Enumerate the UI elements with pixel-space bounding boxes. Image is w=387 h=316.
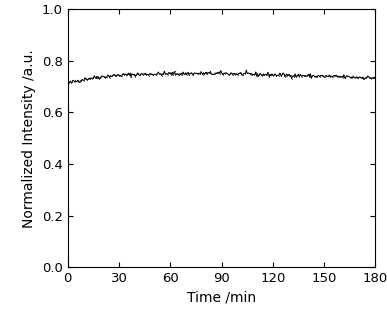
X-axis label: Time /min: Time /min: [187, 290, 256, 304]
Y-axis label: Normalized Intensity /a.u.: Normalized Intensity /a.u.: [22, 49, 36, 228]
